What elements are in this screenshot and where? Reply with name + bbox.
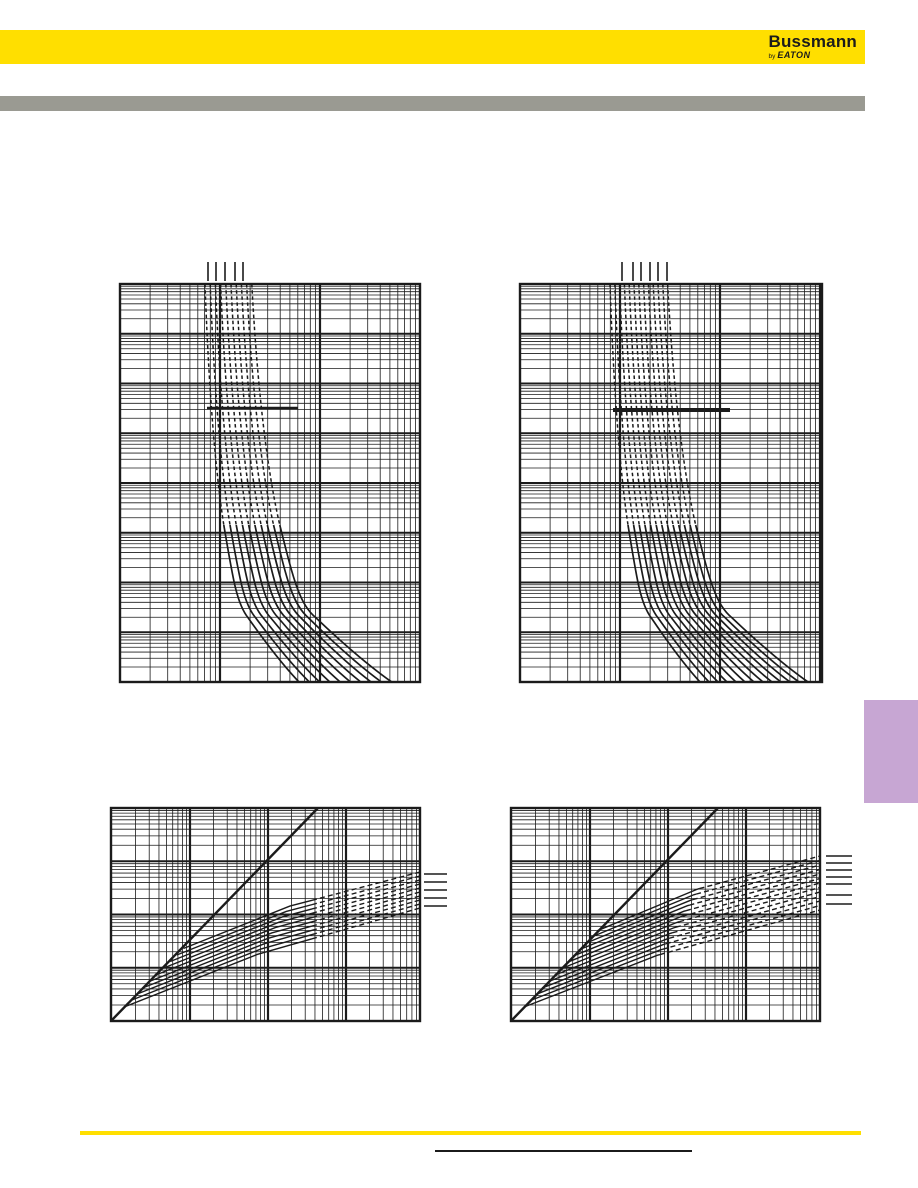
peak-let-through-right: [509, 806, 852, 1023]
eaton-logo: EATON: [777, 50, 811, 60]
brand-byline: by EATON: [768, 51, 857, 61]
byline-text: by: [768, 53, 776, 60]
footer-black-underline: [435, 1150, 692, 1152]
section-divider-band: [0, 96, 865, 111]
peak-let-through-left: [109, 806, 447, 1023]
bussmann-logo: Bussmann by EATON: [768, 33, 857, 61]
header-brand-band: Bussmann by EATON: [0, 30, 865, 64]
page-edge-tab: [864, 700, 918, 803]
time-current-curve-left: [118, 262, 422, 684]
footer-yellow-rule: [80, 1131, 861, 1135]
brand-wordmark: Bussmann: [768, 32, 857, 51]
time-current-curve-right: [518, 262, 824, 684]
